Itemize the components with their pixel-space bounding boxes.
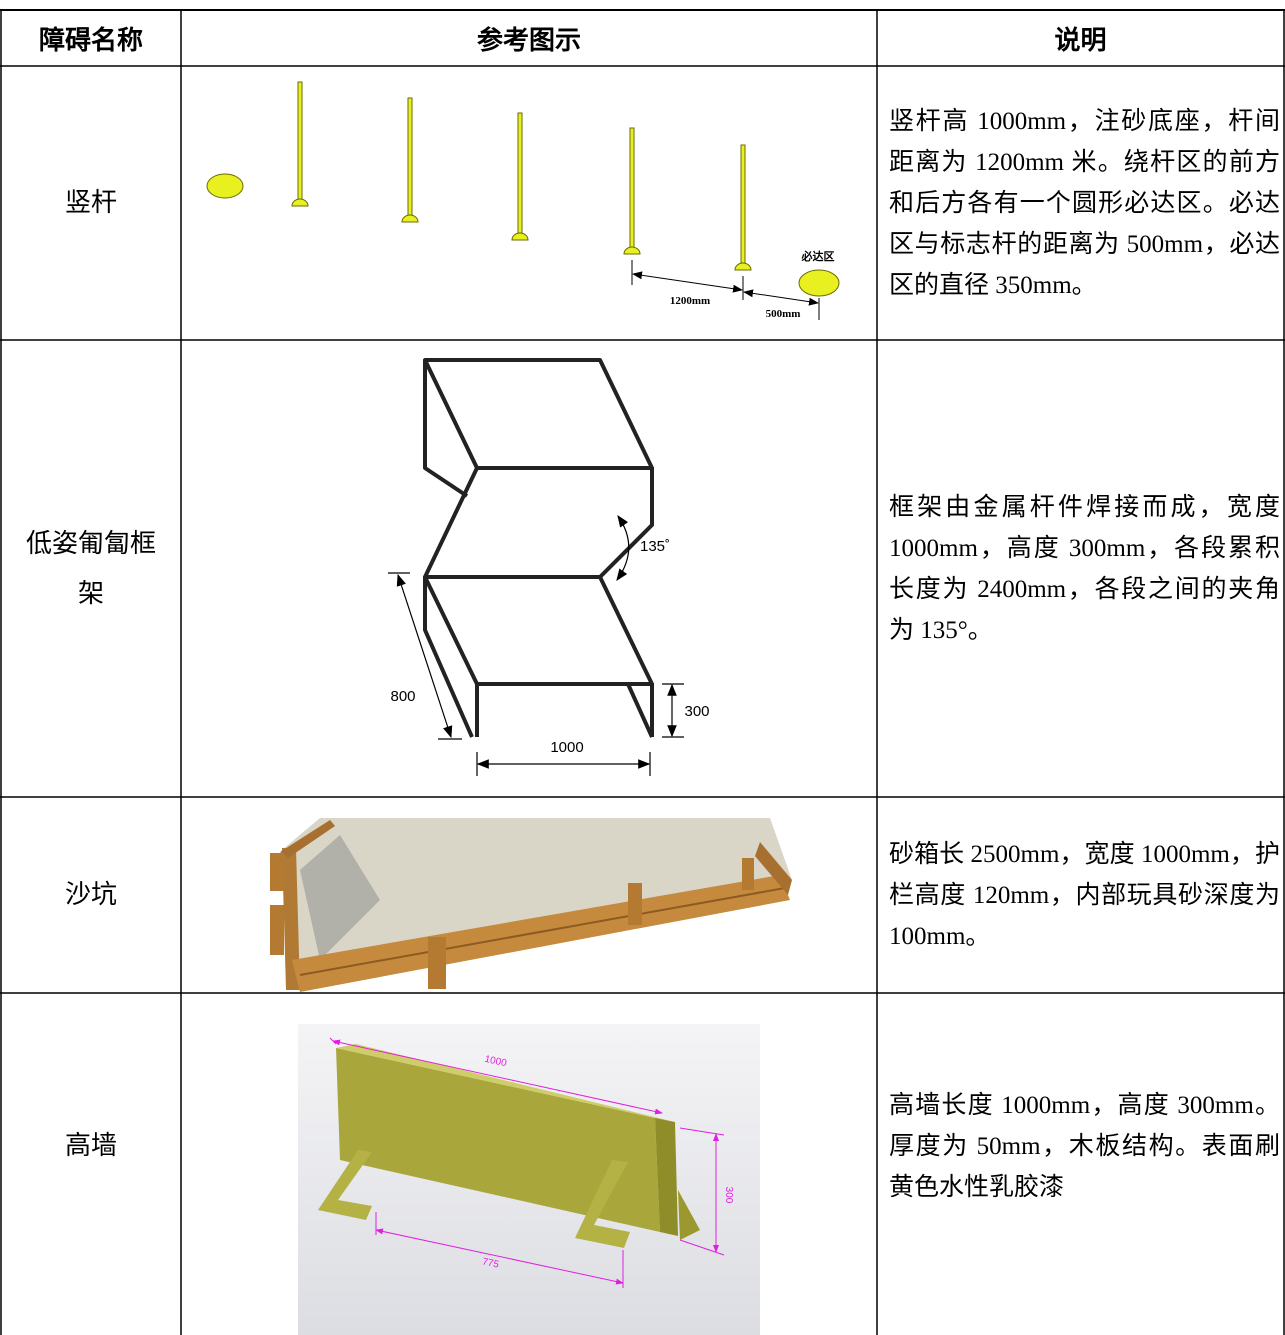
header-text: 说明: [1054, 25, 1107, 55]
description: 砂箱长 2500mm，宽度 1000mm，护栏高度 120mm，内部玩具砂深度为…: [889, 840, 1280, 950]
description-cell: 框架由金属杆件焊接而成，宽度 1000mm，高度 300mm，各段累积长度为 2…: [877, 340, 1284, 797]
obstacle-name: 竖杆: [64, 188, 117, 217]
frame-dimensions: [388, 515, 684, 776]
figure-label: 800: [390, 688, 415, 705]
crawl-frame-figure: [423, 358, 654, 738]
table-borders: [0, 9, 1285, 1335]
obstacle-name: 沙坑: [64, 880, 117, 909]
figure-label: 300: [723, 1187, 734, 1204]
figure-label: 1000: [550, 739, 583, 756]
figure-label: 775: [481, 1256, 500, 1270]
name-cell: 沙坑: [1, 797, 181, 993]
obstacle-name: 低姿匍匐框架: [25, 528, 156, 608]
description: 竖杆高 1000mm，注砂底座，杆间距离为 1200mm 米。绕杆区的前方和后方…: [889, 107, 1280, 299]
header-text: 参考图示: [476, 25, 581, 55]
figure-label: 300: [684, 703, 709, 720]
figure-label: 500mm: [766, 308, 801, 320]
name-cell: 高墙: [1, 993, 181, 1299]
name-cell: 低姿匍匐框架: [1, 340, 181, 797]
header-text: 障碍名称: [38, 25, 143, 55]
wall-figure: [298, 1024, 760, 1335]
obstacle-name: 高墙: [64, 1131, 117, 1160]
header-cell: 说明: [877, 10, 1284, 66]
header-cell: 障碍名称: [1, 10, 181, 66]
header-cell: 参考图示: [181, 10, 877, 66]
pole-dimensions: [631, 260, 820, 320]
figure-label: 1000: [483, 1054, 507, 1069]
description-cell: 高墙长度 1000mm，高度 300mm。厚度为 50mm，木板结构。表面刷黄色…: [877, 993, 1284, 1299]
sandbox-figure: [270, 818, 792, 992]
description-cell: 砂箱长 2500mm，宽度 1000mm，护栏高度 120mm，内部玩具砂深度为…: [877, 797, 1284, 993]
figure-label: 必达区: [801, 249, 835, 263]
description-cell: 竖杆高 1000mm，注砂底座，杆间距离为 1200mm 米。绕杆区的前方和后方…: [877, 66, 1284, 340]
description: 框架由金属杆件焊接而成，宽度 1000mm，高度 300mm，各段累积长度为 2…: [889, 493, 1280, 644]
figure-label: 1200mm: [670, 295, 710, 307]
poles-figure: [206, 81, 840, 297]
description: 高墙长度 1000mm，高度 300mm。厚度为 50mm，木板结构。表面刷黄色…: [889, 1091, 1280, 1201]
name-cell: 竖杆: [1, 66, 181, 340]
figure-label: 135˚: [640, 538, 670, 555]
